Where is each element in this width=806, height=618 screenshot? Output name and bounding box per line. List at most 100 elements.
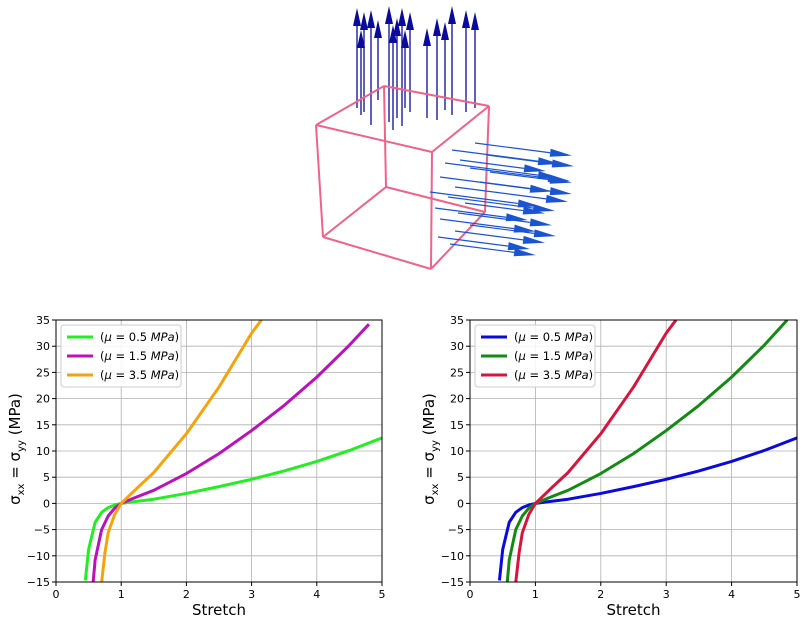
legend-item: (μ = 1.5 MPa) [481, 349, 593, 363]
series-line-mu-1.5 [91, 323, 371, 582]
arrow-head [549, 187, 572, 196]
arrow-head [353, 8, 361, 26]
x-axis-label: Stretch [606, 601, 660, 618]
y-tick-label: 20 [450, 393, 464, 406]
arrow-head [401, 30, 409, 48]
arrow-head [549, 148, 572, 157]
x-tick-label: 3 [248, 588, 255, 601]
cube-edge [383, 85, 490, 107]
horizontal-force-arrow [437, 236, 530, 251]
legend-mu: μ [104, 330, 112, 344]
vertical-force-arrow [401, 30, 409, 108]
stress-stretch-plot-right: 0 1 2 3 4 5 −15 −10 −5 0 5 10 15 20 25 30 35 Stretch σxx =… [420, 314, 801, 618]
x-tick-label: 2 [183, 588, 190, 601]
x-axis-label: Stretch [192, 601, 246, 618]
arrow-head [433, 18, 441, 36]
y-tick-label: 0 [43, 497, 50, 510]
legend-paren: ) [589, 368, 594, 382]
y-label-subscript: yy [430, 440, 441, 452]
cube-edge [430, 211, 486, 270]
legend-paren: ) [589, 349, 594, 363]
legend-label: (μ = 1.5 MPa) [100, 349, 179, 363]
arrow-shaft [437, 236, 509, 247]
arrow-head [367, 10, 375, 28]
arrow-head [406, 12, 414, 30]
legend-paren: ( [514, 349, 519, 363]
legend-paren: ) [175, 330, 180, 344]
horizontal-force-arrow [447, 196, 555, 213]
y-tick-label: 30 [450, 340, 464, 353]
y-label-subscript: xx [16, 483, 27, 495]
y-tick-label: −10 [27, 550, 50, 563]
y-tick-label: −5 [34, 524, 50, 537]
x-tick-label: 3 [663, 588, 670, 601]
y-tick-label: 15 [450, 419, 464, 432]
y-axis-label: σxx = σyy (MPa) [420, 393, 441, 505]
arrow-shaft [457, 212, 531, 223]
cube-edge [315, 124, 324, 238]
legend-value: = 1.5 [526, 349, 565, 363]
y-tick-label: 25 [450, 366, 464, 379]
y-tick-label: 10 [36, 445, 50, 458]
arrow-head [522, 206, 545, 215]
arrow-head [471, 12, 479, 30]
legend-label: (μ = 1.5 MPa) [514, 349, 593, 363]
vertical-force-arrow [389, 25, 397, 130]
y-tick-label: −10 [441, 550, 464, 563]
arrow-shaft [429, 191, 519, 205]
legend-paren: ( [514, 368, 519, 382]
legend-unit: MPa [565, 349, 589, 363]
legend-label: (μ = 0.5 MPa) [514, 330, 593, 344]
arrow-shaft [459, 159, 525, 169]
y-tick-label: −5 [448, 524, 464, 537]
legend-mu: μ [518, 349, 526, 363]
legend: (μ = 0.5 MPa)(μ = 1.5 MPa)(μ = 3.5 MPa) [474, 324, 596, 388]
arrow-shaft [479, 181, 551, 192]
legend-item: (μ = 0.5 MPa) [481, 330, 593, 344]
legend-item: (μ = 0.5 MPa) [67, 330, 179, 344]
legend-paren: ) [175, 349, 180, 363]
arrow-head [549, 175, 572, 184]
x-tick-label: 4 [728, 588, 735, 601]
y-tick-label: 35 [36, 314, 50, 327]
y-label-subscript: yy [16, 440, 27, 452]
arrow-head [462, 10, 470, 28]
y-axis-label: σxx = σyy (MPa) [6, 393, 27, 505]
legend-paren: ) [589, 330, 594, 344]
legend-value: = 3.5 [112, 368, 151, 382]
arrow-head [551, 159, 574, 168]
cube-edge [315, 124, 433, 153]
vertical-force-arrow [385, 6, 393, 122]
vertical-force-arrow [471, 12, 479, 108]
horizontal-force-arrow [454, 186, 568, 203]
y-tick-label: 5 [43, 471, 50, 484]
legend-label: (μ = 3.5 MPa) [100, 368, 179, 382]
stress-stretch-plot-left: 0 1 2 3 4 5 −15 −10 −5 0 5 10 15 20 25 30 35 Stretch σxx =… [6, 314, 386, 618]
legend-mu: μ [104, 349, 112, 363]
x-tick-label: 0 [53, 588, 60, 601]
arrow-head [441, 22, 449, 40]
y-tick-label: 0 [457, 497, 464, 510]
series-line-mu-0.5 [497, 436, 797, 581]
legend-paren: ( [100, 368, 105, 382]
y-tick-label: 10 [450, 445, 464, 458]
legend-mu: μ [518, 368, 526, 382]
x-tick-label: 5 [794, 588, 801, 601]
arrow-head [505, 213, 528, 222]
y-label-equals: = σ [6, 451, 24, 483]
legend-item: (μ = 3.5 MPa) [67, 368, 179, 382]
horizontal-force-arrow [479, 181, 572, 196]
cube-edge [430, 151, 433, 270]
arrow-shaft [474, 142, 551, 154]
arrow-head [385, 6, 393, 24]
vertical-force-arrow [367, 10, 375, 125]
y-label-unit: (MPa) [420, 393, 438, 440]
legend-mu: μ [518, 330, 526, 344]
x-tick-label: 0 [467, 588, 474, 601]
series-line-mu-3.5 [100, 320, 263, 582]
cube-edge [322, 236, 432, 270]
y-label-unit: (MPa) [6, 393, 24, 440]
legend-value: = 3.5 [526, 368, 565, 382]
arrow-head [533, 229, 556, 238]
